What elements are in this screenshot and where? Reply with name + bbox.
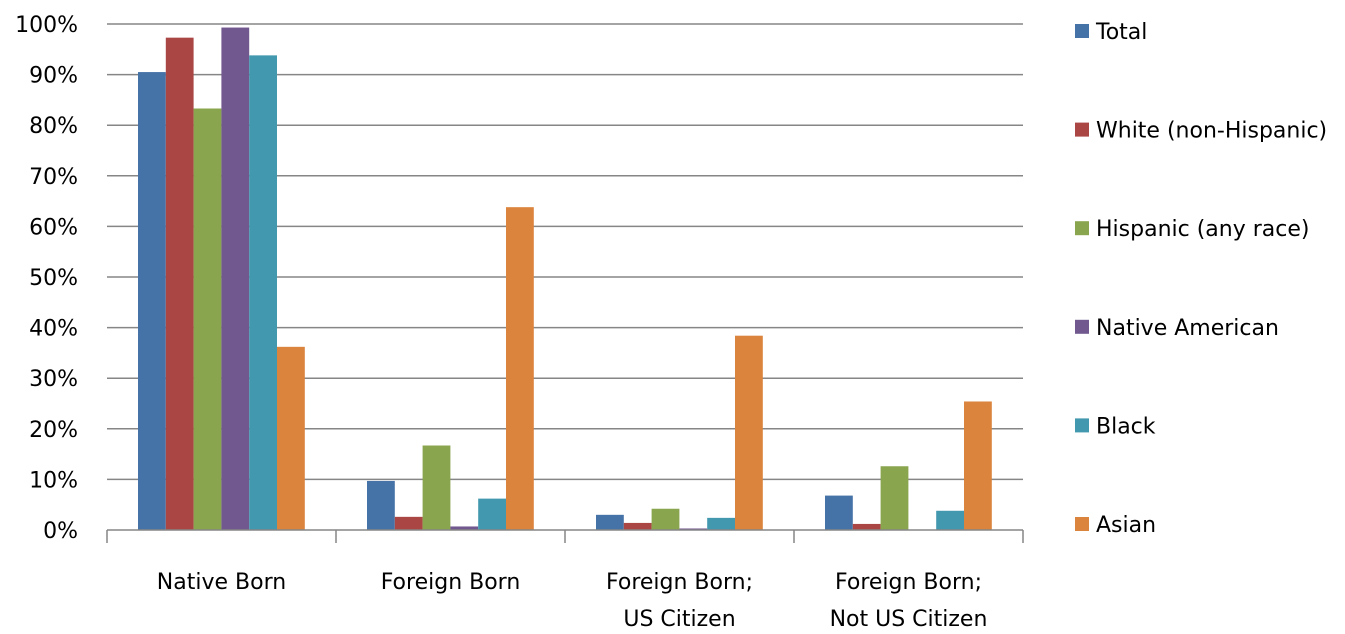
y-tick-label: 20% xyxy=(29,418,78,443)
y-tick-label: 50% xyxy=(29,266,78,291)
x-category-label: Native Born xyxy=(157,570,286,595)
y-tick-label: 40% xyxy=(29,317,78,342)
x-category-label: Foreign Born; US Citizen xyxy=(606,570,753,632)
bar xyxy=(707,517,735,530)
legend-item: Black xyxy=(1075,414,1156,439)
bar xyxy=(880,466,909,530)
y-tick-label: 30% xyxy=(29,367,78,392)
x-axis xyxy=(106,529,1024,543)
y-tick-label: 10% xyxy=(29,468,78,493)
bars xyxy=(138,27,992,531)
legend-label: Total xyxy=(1095,20,1147,45)
x-category-label: Foreign Born xyxy=(381,570,521,595)
bar xyxy=(422,445,451,530)
legend-item: Native American xyxy=(1075,316,1279,341)
bar xyxy=(651,508,680,530)
legend-label: White (non-Hispanic) xyxy=(1096,119,1327,144)
bar xyxy=(193,108,222,530)
legend-label: Asian xyxy=(1096,513,1156,538)
legend-swatch xyxy=(1075,319,1089,334)
y-tick-label: 60% xyxy=(29,215,78,240)
legend-label: Black xyxy=(1096,414,1156,439)
legend: Total White (non-Hispanic) Hispanic (any r… xyxy=(1075,20,1327,538)
legend-swatch xyxy=(1075,24,1089,38)
bar xyxy=(596,514,624,530)
bar xyxy=(165,37,194,531)
y-tick-label: 80% xyxy=(29,114,78,139)
legend-swatch xyxy=(1075,221,1089,236)
bar xyxy=(394,516,423,530)
legend-item: Total xyxy=(1075,20,1147,45)
legend-label: Native American xyxy=(1096,316,1279,341)
y-tick-label: 0% xyxy=(43,519,78,544)
y-tick-label: 90% xyxy=(29,64,78,89)
bar xyxy=(735,335,763,530)
bar xyxy=(367,480,395,530)
bar xyxy=(936,510,964,530)
y-tick-label: 70% xyxy=(29,165,78,190)
bar xyxy=(478,498,506,530)
bar xyxy=(852,523,881,530)
bar xyxy=(679,528,708,530)
y-axis-ticks: 0% 10% 20% 30% 40% 50% 60% 70% 80% 90% 100% xyxy=(15,13,78,544)
legend-item: White (non-Hispanic) xyxy=(1075,119,1327,144)
y-tick-label: 100% xyxy=(15,13,78,38)
bar xyxy=(249,55,277,530)
bar xyxy=(506,207,534,530)
x-axis-category-labels: Native Born Foreign Born Foreign Born; US C… xyxy=(157,570,988,632)
bar xyxy=(964,401,992,530)
bar xyxy=(277,346,305,530)
legend-swatch xyxy=(1075,418,1089,433)
bar xyxy=(221,27,250,531)
legend-swatch xyxy=(1075,517,1089,531)
bar xyxy=(825,495,853,530)
legend-item: Hispanic (any race) xyxy=(1075,217,1309,242)
x-category-label: Foreign Born; Not US Citizen xyxy=(830,570,988,632)
bar xyxy=(623,522,652,530)
bar xyxy=(138,72,166,530)
bar xyxy=(450,526,479,530)
legend-item: Asian xyxy=(1075,513,1156,538)
legend-label: Hispanic (any race) xyxy=(1096,217,1309,242)
legend-swatch xyxy=(1075,122,1089,137)
